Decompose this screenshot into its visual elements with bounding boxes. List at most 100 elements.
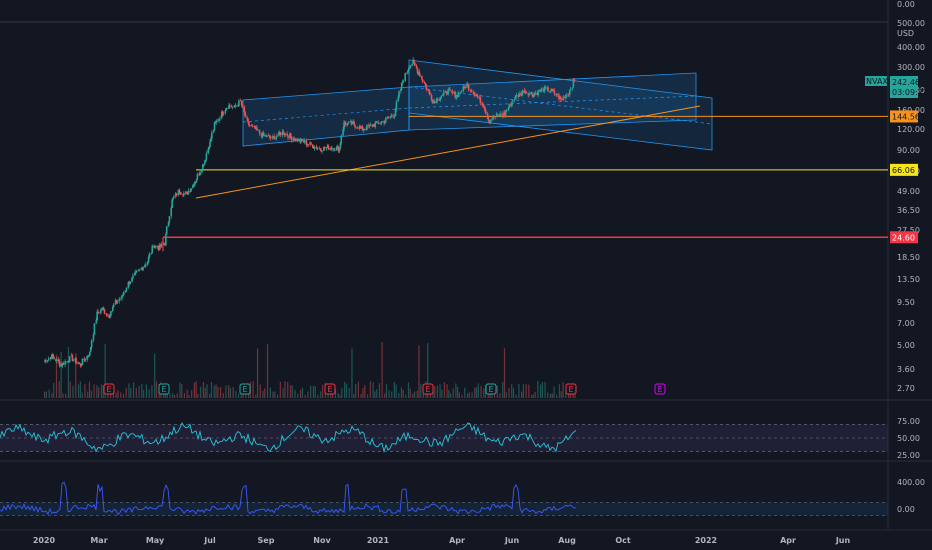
candle-body [58, 361, 61, 366]
candle-body [567, 94, 569, 95]
volume-bar [432, 391, 434, 398]
y-tick-label: 18.50 [897, 253, 920, 262]
volume-bar [93, 384, 95, 398]
volume-bar [58, 381, 60, 398]
candle-body [268, 135, 271, 138]
volume-bar [515, 394, 517, 398]
candle-body [163, 243, 165, 245]
candle-body [511, 101, 513, 106]
volume-bar [45, 391, 48, 398]
candle-body [436, 98, 438, 103]
indicator-pane-2[interactable]: 400.00 0.00 [0, 478, 925, 517]
y-tick-label: 7.00 [897, 319, 915, 328]
volume-bar [452, 388, 454, 398]
volume-bar [266, 344, 269, 398]
candle-body [167, 222, 170, 227]
candle-body [487, 118, 490, 122]
candle-body [375, 121, 377, 124]
candle-body [190, 188, 192, 192]
indicator-pane-1[interactable]: 75.00 50.00 25.00 [0, 417, 920, 460]
candle-body [425, 84, 428, 89]
candle-body [292, 138, 295, 141]
level-price-badge [890, 110, 918, 123]
earnings-marker [239, 383, 251, 395]
candle-body [533, 93, 536, 95]
volume-bar [122, 393, 125, 398]
candle-body [482, 103, 484, 107]
candle-body [175, 193, 178, 195]
volume-bar [44, 391, 46, 398]
candle-body [235, 105, 237, 107]
volume-bar [556, 394, 558, 398]
volume-bar [62, 393, 64, 398]
candle-body [447, 89, 450, 94]
candle-body [325, 147, 328, 149]
candle-body [220, 111, 223, 119]
candle-body [122, 292, 125, 295]
candle-body [121, 295, 123, 299]
candle-body [296, 138, 299, 142]
candle-body [198, 174, 200, 176]
candle-body [400, 88, 402, 92]
level-price-text: 66.06 [892, 166, 915, 175]
volume-bar [565, 392, 567, 398]
volume-bar [407, 382, 410, 398]
volume-bar [532, 394, 534, 398]
candle-body [101, 307, 104, 310]
candle-body [306, 144, 309, 146]
candle-body [279, 133, 282, 136]
candle-body [234, 105, 237, 107]
y-tick-label: 27.50 [897, 226, 920, 235]
volume-bar [145, 384, 148, 398]
candle-body [385, 117, 387, 121]
candle-body [360, 126, 363, 128]
volume-bar [544, 381, 546, 398]
candle-body [440, 96, 442, 98]
volume-bar [304, 394, 306, 398]
candle-body [573, 79, 576, 82]
horizontal-levels[interactable] [162, 115, 888, 252]
candle-body [72, 360, 75, 361]
volume-bar [202, 382, 204, 398]
candle-body [262, 132, 265, 136]
candle-body [100, 309, 103, 311]
candle-body [144, 265, 146, 267]
volume-bar [505, 392, 507, 398]
candle-body [485, 111, 487, 114]
volume-bar [135, 388, 137, 398]
candle-body [373, 124, 376, 127]
candle-body [454, 92, 457, 98]
candle-body [294, 138, 297, 141]
candle-body [532, 94, 535, 97]
candle-body [180, 193, 182, 195]
candle-body [199, 172, 201, 176]
volume-bar [574, 391, 576, 398]
candle-body [524, 91, 527, 94]
candle-body [278, 132, 280, 136]
volume-bar [169, 393, 171, 398]
candle-body [368, 124, 371, 127]
candle-body [142, 266, 144, 271]
candle-body [413, 59, 415, 63]
volume-bar [391, 391, 393, 398]
candle-body [564, 96, 566, 99]
price-axis[interactable]: 0.00500.00400.00300.00200.00160.00120.00… [897, 0, 925, 393]
candle-body [129, 281, 132, 284]
volume-bar [235, 390, 237, 398]
volume-bar [191, 390, 193, 398]
volume-bar [69, 381, 71, 398]
candle-body [227, 107, 229, 109]
candle-body [390, 115, 392, 117]
volume-bar [553, 386, 555, 398]
volume-bar [96, 385, 98, 398]
candle-body [65, 361, 67, 363]
candle-body [357, 127, 359, 129]
volume-bar [51, 393, 53, 398]
level-price-text: 24.60 [892, 233, 915, 242]
candle-body [438, 100, 441, 101]
earnings-marker [103, 383, 115, 395]
channel-drawings[interactable] [195, 59, 713, 199]
time-axis[interactable]: 2020 Mar May Jul Sep Nov 2021 Apr Jun Aug Oct 2022 A… [33, 536, 851, 545]
